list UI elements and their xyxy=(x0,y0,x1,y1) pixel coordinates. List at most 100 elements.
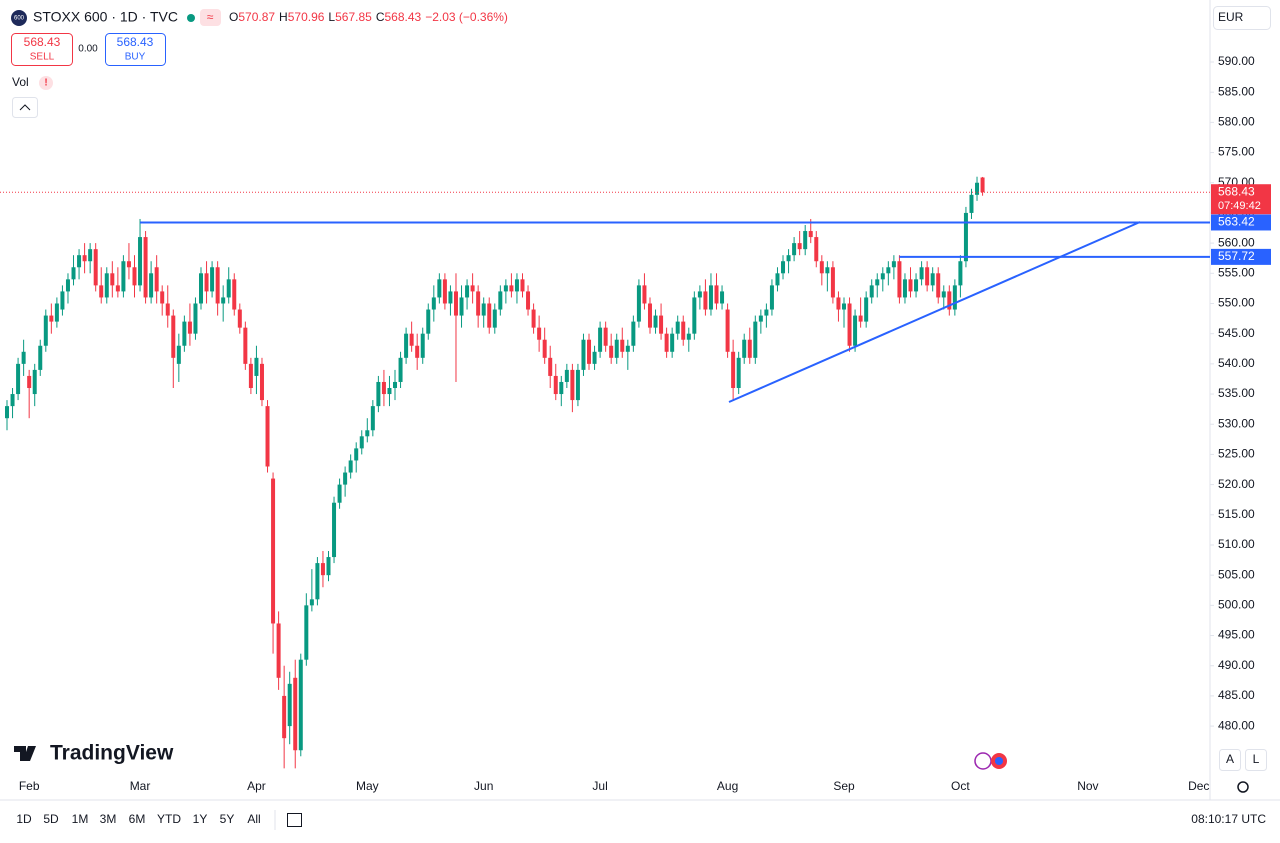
candle-body xyxy=(398,357,403,382)
y-tick-label: 500.00 xyxy=(1218,598,1255,612)
candle-body xyxy=(426,309,431,334)
candle-body xyxy=(720,291,725,304)
x-tick-label: Dec xyxy=(1188,779,1209,793)
volume-label[interactable]: Vol xyxy=(12,75,29,89)
buy-label: BUY xyxy=(125,52,146,63)
x-tick-label: Apr xyxy=(247,779,266,793)
candle-body xyxy=(431,297,436,310)
sell-button[interactable] xyxy=(11,33,73,66)
period-button[interactable]: 1D xyxy=(16,812,32,826)
candle-body xyxy=(282,695,287,739)
period-button[interactable]: 5D xyxy=(43,812,59,826)
period-button[interactable]: All xyxy=(247,812,260,826)
candle-body xyxy=(869,285,874,298)
candle-body xyxy=(537,327,542,340)
candle-body xyxy=(193,303,198,334)
candle-body xyxy=(21,351,26,364)
period-button[interactable]: YTD xyxy=(157,812,181,826)
collapse-button[interactable] xyxy=(12,97,38,118)
symbol-title[interactable]: STOXX 600 · 1D · TVC xyxy=(33,9,178,25)
candle-body xyxy=(659,315,664,334)
period-button[interactable]: 1Y xyxy=(193,812,208,826)
candle-body xyxy=(487,303,492,328)
legend-label: O xyxy=(229,10,238,24)
candle-body xyxy=(10,394,15,407)
volume-warning-icon: ! xyxy=(44,78,47,89)
candle-body xyxy=(620,339,625,352)
candle-body xyxy=(764,309,769,316)
x-tick-label: Oct xyxy=(951,779,970,793)
candle-body xyxy=(808,231,813,238)
x-tick-label: Mar xyxy=(130,779,151,793)
candle-body xyxy=(376,381,381,407)
legend-value: 568.43 xyxy=(384,10,421,24)
y-tick-label: 590.00 xyxy=(1218,54,1255,68)
candle-body xyxy=(864,297,869,322)
candle-body xyxy=(160,291,165,304)
candle-body xyxy=(797,243,802,250)
candle-body xyxy=(315,563,320,600)
candle-body xyxy=(298,659,303,751)
candle-body xyxy=(731,351,736,389)
buy-button[interactable] xyxy=(105,33,166,66)
candle-body xyxy=(952,285,957,310)
candle-body xyxy=(121,261,126,292)
candle-body xyxy=(769,285,774,310)
candle-body xyxy=(221,297,226,304)
y-tick-label: 575.00 xyxy=(1218,145,1255,159)
candle-body xyxy=(891,261,896,268)
period-button[interactable]: 5Y xyxy=(220,812,235,826)
candle-body xyxy=(343,472,348,485)
candle-body xyxy=(559,381,564,395)
candle-body xyxy=(265,406,270,467)
candle-body xyxy=(320,563,325,576)
candle-body xyxy=(587,339,592,364)
candle-body xyxy=(897,261,902,298)
candle-body xyxy=(841,303,846,310)
y-tick-label: 505.00 xyxy=(1218,567,1255,581)
log-scale-button[interactable] xyxy=(1245,749,1267,771)
candle-body xyxy=(936,273,941,298)
goto-date-icon[interactable] xyxy=(287,813,302,827)
candle-body xyxy=(115,285,120,292)
x-tick-label: Aug xyxy=(717,779,738,793)
candle-body xyxy=(370,406,375,431)
volume-warning[interactable] xyxy=(39,76,53,90)
candle-body xyxy=(975,182,980,195)
candle-body xyxy=(470,285,475,292)
candle-body xyxy=(742,339,747,358)
candle-body xyxy=(531,309,536,328)
candle-body xyxy=(553,375,558,395)
y-tick-label: 510.00 xyxy=(1218,537,1255,551)
candle-body xyxy=(858,315,863,322)
candle-body xyxy=(476,291,481,316)
auto-scale-button[interactable] xyxy=(1219,749,1241,771)
candle-body xyxy=(77,255,82,268)
legend-value: 567.85 xyxy=(335,10,372,24)
period-button[interactable]: 1M xyxy=(72,812,89,826)
y-tick-label: 545.00 xyxy=(1218,326,1255,340)
candle-body xyxy=(210,267,215,292)
candle-body xyxy=(570,369,575,401)
currency-button[interactable] xyxy=(1213,6,1271,30)
trend-line[interactable] xyxy=(728,221,1141,403)
period-button[interactable]: 3M xyxy=(100,812,117,826)
candle-body xyxy=(575,369,580,401)
legend-value: 570.87 xyxy=(238,10,275,24)
ohlc-legend: O570.87 H570.96 L567.85 C568.43 −2.03 (−0.36… xyxy=(229,10,508,24)
candle-body xyxy=(71,267,76,280)
candle-body xyxy=(969,194,974,213)
event-icon[interactable] xyxy=(974,752,992,770)
candle-body xyxy=(182,321,187,346)
candle-body xyxy=(980,177,985,193)
candle-body xyxy=(814,237,819,262)
candle-body xyxy=(226,279,231,298)
period-button[interactable]: 6M xyxy=(129,812,146,826)
clock[interactable]: 08:10:17 UTC xyxy=(1191,812,1266,826)
y-tick-label: 485.00 xyxy=(1218,688,1255,702)
candle-body xyxy=(592,351,597,364)
candle-body xyxy=(348,460,353,473)
level-label-box xyxy=(1211,214,1271,231)
settings-icon[interactable] xyxy=(1237,781,1249,793)
y-tick-label: 490.00 xyxy=(1218,658,1255,672)
